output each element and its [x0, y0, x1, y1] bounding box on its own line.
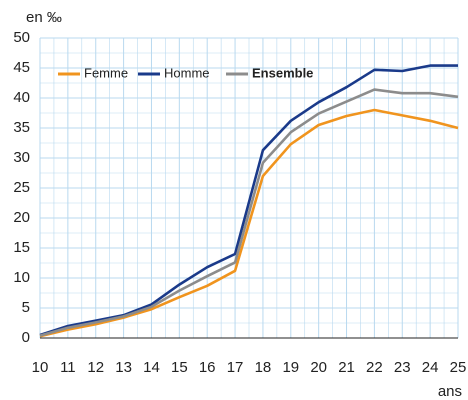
x-tick-label: 16 — [199, 359, 216, 376]
y-tick-label: 50 — [13, 29, 30, 46]
x-tick-label: 23 — [394, 359, 411, 376]
x-tick-label: 22 — [366, 359, 383, 376]
x-tick-label: 19 — [282, 359, 299, 376]
x-tick-label: 24 — [422, 359, 439, 376]
x-tick-label: 15 — [171, 359, 188, 376]
series-line — [39, 88, 459, 337]
y-tick-label: 25 — [13, 179, 30, 196]
x-tick-label: 17 — [227, 359, 244, 376]
x-tick-label: 13 — [115, 359, 132, 376]
x-tick-label: 20 — [310, 359, 327, 376]
y-tick-label: 5 — [22, 299, 30, 316]
y-tick-label: 10 — [13, 269, 30, 286]
legend-label: Femme — [84, 65, 128, 80]
x-tick-label: 12 — [87, 359, 104, 376]
x-tick-label: 14 — [143, 359, 160, 376]
series-line — [39, 108, 459, 338]
x-tick-label: 25 — [450, 359, 467, 376]
series-line — [39, 64, 458, 337]
x-tick-label: 11 — [60, 359, 76, 376]
x-tick-label: 21 — [338, 359, 355, 376]
x-tick-label: 10 — [32, 359, 49, 376]
y-tick-label: 35 — [13, 119, 30, 136]
y-tick-label: 45 — [13, 59, 30, 76]
y-tick-label: 0 — [22, 329, 30, 346]
y-tick-label: 20 — [13, 209, 30, 226]
legend-label: Ensemble — [252, 65, 313, 80]
y-axis-label: en ‰ — [26, 9, 62, 26]
x-axis-label: ans — [438, 383, 462, 400]
y-tick-label: 40 — [13, 89, 30, 106]
legend-label: Homme — [164, 65, 210, 80]
y-tick-label: 15 — [13, 239, 30, 256]
x-tick-label: 18 — [255, 359, 272, 376]
y-tick-label: 30 — [13, 149, 30, 166]
